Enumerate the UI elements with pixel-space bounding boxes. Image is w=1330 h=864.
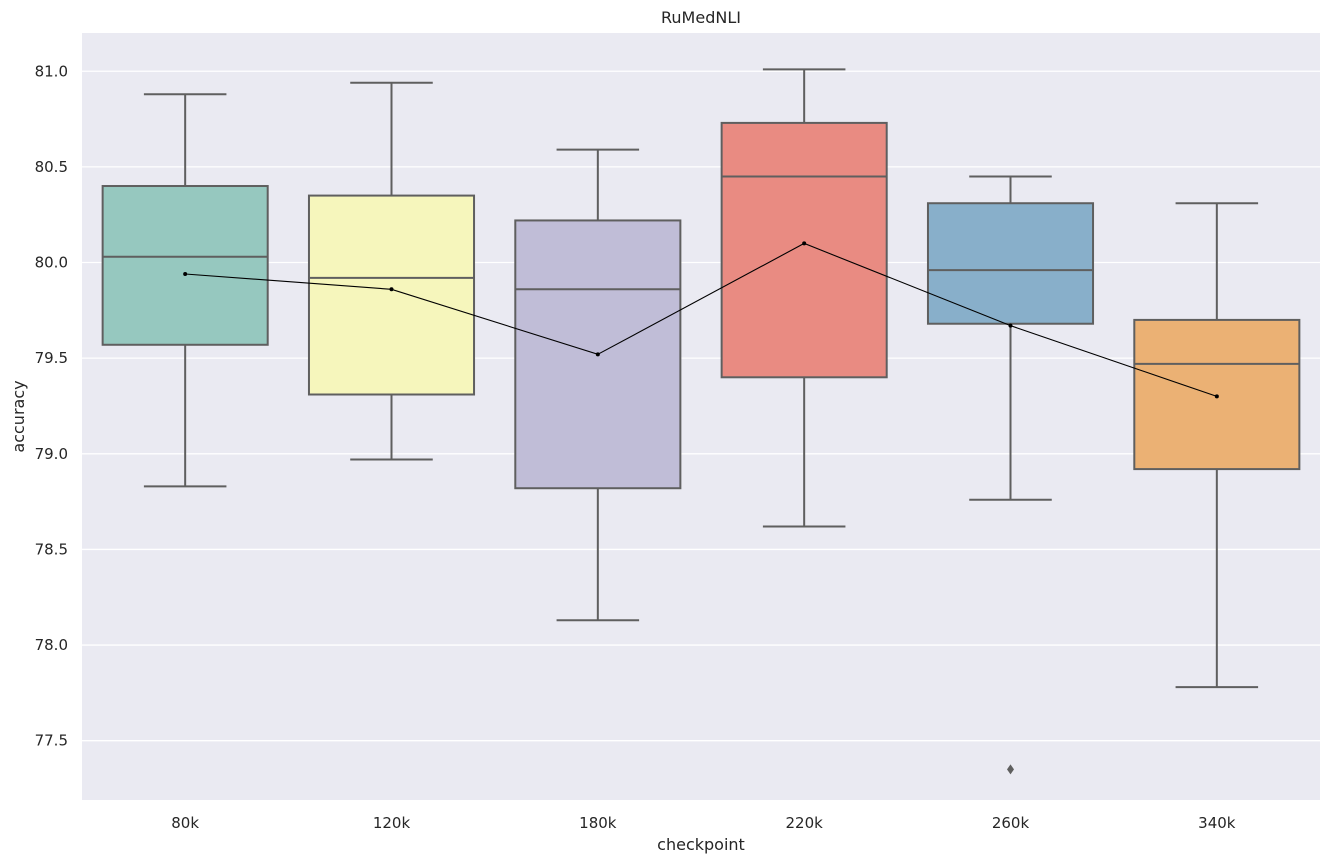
mean-point: [802, 241, 807, 246]
x-axis-title: checkpoint: [657, 835, 745, 854]
y-tick-label: 80.0: [35, 254, 68, 272]
mean-point: [1214, 394, 1219, 399]
boxes: [101, 68, 1301, 775]
box-80k: [101, 93, 269, 488]
mean-point: [183, 272, 188, 277]
box-body: [720, 121, 888, 379]
chart-title: RuMedNLI: [661, 8, 741, 27]
box-260k: [926, 175, 1095, 775]
mean-point: [389, 287, 394, 292]
box-body: [101, 185, 269, 346]
x-tick-label: 340k: [1198, 814, 1236, 832]
y-axis-ticks: 77.5 78.0 78.5 79.0 79.5 80.0 80.5 81.0: [35, 62, 68, 749]
y-tick-label: 80.5: [35, 158, 68, 176]
box-120k: [307, 81, 476, 461]
y-tick-label: 79.5: [35, 349, 68, 367]
y-tick-label: 81.0: [35, 62, 68, 80]
x-tick-label: 180k: [579, 814, 617, 832]
y-tick-label: 78.0: [35, 636, 68, 654]
mean-line: [185, 242, 1218, 397]
mean-point: [1008, 323, 1013, 328]
x-tick-label: 220k: [786, 814, 824, 832]
x-tick-label: 120k: [373, 814, 411, 832]
x-tick-label: 260k: [992, 814, 1030, 832]
x-axis-ticks: 80k 120k 180k 220k 260k 340k: [171, 814, 1236, 832]
box-220k: [720, 68, 888, 528]
y-tick-label: 77.5: [35, 732, 68, 750]
box-180k: [514, 148, 682, 622]
y-tick-label: 78.5: [35, 540, 68, 558]
y-tick-label: 79.0: [35, 445, 68, 463]
mean-line-group: [183, 241, 1219, 399]
x-tick-label: 80k: [171, 814, 199, 832]
grid-lines: [82, 70, 1320, 742]
outlier-point: [1007, 764, 1014, 775]
box-body: [307, 194, 476, 396]
mean-point: [595, 352, 600, 357]
y-axis-title: accuracy: [9, 380, 28, 452]
plot-area: [82, 33, 1320, 800]
box-body: [926, 202, 1095, 325]
